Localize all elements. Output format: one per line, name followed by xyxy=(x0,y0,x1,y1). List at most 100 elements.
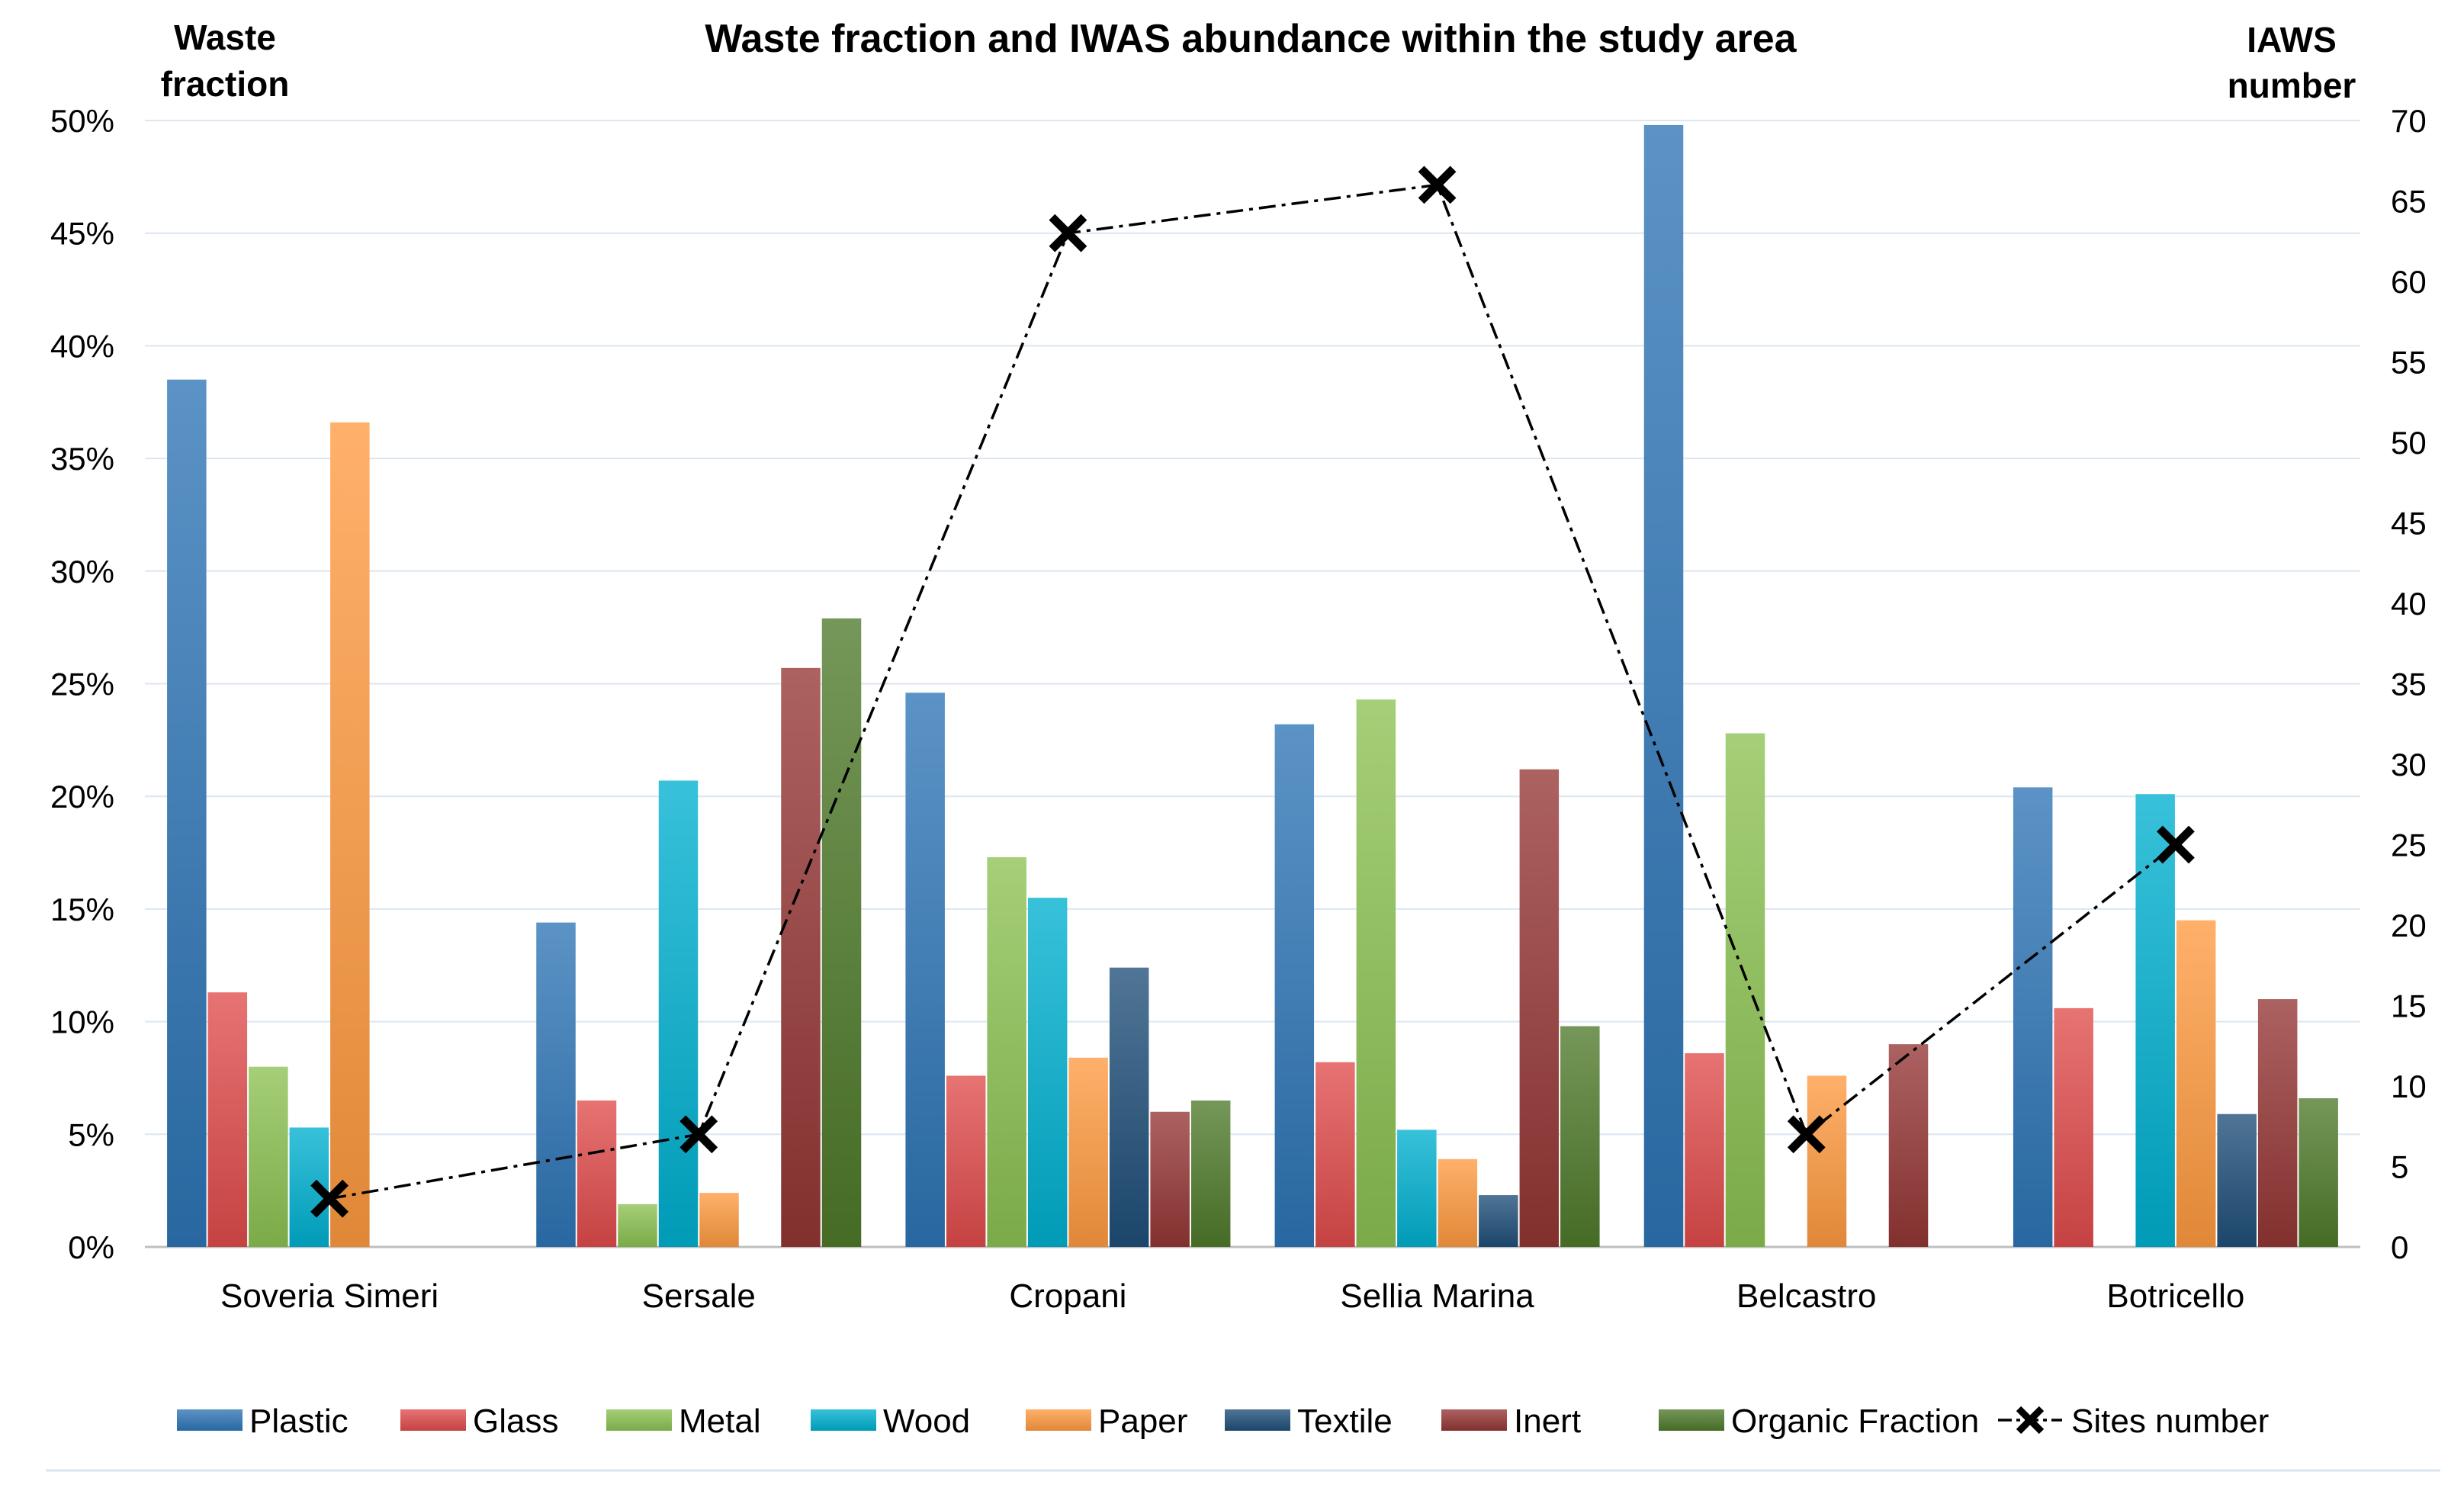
y-right-label-line-1: IAWS xyxy=(2247,20,2337,59)
legend-swatch xyxy=(177,1409,243,1431)
bar-textile xyxy=(1479,1195,1518,1247)
bar-paper xyxy=(1438,1158,1478,1247)
legend-label: Plastic xyxy=(249,1403,349,1440)
bar-paper xyxy=(1068,1057,1108,1247)
legend-label: Glass xyxy=(473,1403,558,1440)
y-right-tick-label: 50 xyxy=(2391,425,2427,461)
category-labels: Soveria Simeri Sersale Cropani Sellia Marin… xyxy=(220,1277,2244,1315)
y-right-tick-label: 70 xyxy=(2391,103,2427,139)
sites-number-line-path xyxy=(329,183,2176,1200)
bar-plastic xyxy=(1643,124,1684,1248)
legend-label: Sites number xyxy=(2071,1403,2269,1440)
bar-wood xyxy=(1027,898,1068,1247)
bar-plastic xyxy=(1274,724,1315,1247)
bar-inert xyxy=(1888,1044,1929,1247)
legend-label: Paper xyxy=(1098,1403,1187,1440)
bar-inert xyxy=(2257,999,2298,1247)
y-left-label-line-2: fraction xyxy=(161,64,290,104)
legend-swatch xyxy=(811,1409,876,1431)
y-right-tick-label: 15 xyxy=(2391,988,2427,1024)
bar-glass xyxy=(1685,1052,1724,1247)
y-right-tick-label: 5 xyxy=(2391,1149,2408,1185)
legend: Plastic Glass Metal Wood Paper Textile Inert Or… xyxy=(177,1403,2269,1440)
sites-number-marker xyxy=(679,1115,718,1154)
y-right-label-line-2: number xyxy=(2228,66,2356,105)
bar-paper xyxy=(2176,920,2216,1247)
bar-wood xyxy=(658,780,699,1247)
bar-glass xyxy=(2054,1007,2093,1247)
category-label: Soveria Simeri xyxy=(220,1277,439,1315)
legend-swatch xyxy=(1026,1409,1091,1431)
sites-number-marker xyxy=(1418,165,1457,204)
bar-inert xyxy=(1150,1111,1190,1247)
y-right-tick-label: 55 xyxy=(2391,345,2427,381)
bar-inert xyxy=(781,667,821,1247)
y-left-tick-label: 45% xyxy=(50,216,114,252)
bar-inert xyxy=(1519,769,1560,1247)
bar-wood xyxy=(1397,1129,1437,1247)
category-label: Belcastro xyxy=(1736,1277,1876,1315)
bar-glass xyxy=(577,1100,617,1247)
y-left-tick-label: 10% xyxy=(50,1004,114,1040)
bar-paper xyxy=(699,1193,739,1247)
bar-metal xyxy=(1356,699,1396,1247)
bar-paper xyxy=(1807,1075,1847,1247)
category-label: Sersale xyxy=(642,1277,756,1315)
legend-swatch xyxy=(400,1409,466,1431)
bar-glass xyxy=(1316,1062,1355,1247)
y-left-tick-label: 15% xyxy=(50,892,114,927)
legend-label: Wood xyxy=(883,1403,970,1440)
category-label: Cropani xyxy=(1009,1277,1126,1315)
bar-metal xyxy=(618,1203,657,1247)
bar-metal xyxy=(987,856,1026,1247)
y-left-tick-label: 30% xyxy=(50,554,114,590)
y-right-ticks: 0 5 10 15 20 25 30 35 40 45 50 55 60 65 70 xyxy=(2391,103,2427,1265)
y-left-ticks: 0% 5% 10% 15% 20% 25% 30% 35% 40% 45% 50% xyxy=(50,103,114,1265)
bar-organic-fraction xyxy=(821,618,862,1247)
legend-swatch xyxy=(1225,1409,1290,1431)
bar-metal xyxy=(1725,733,1765,1247)
y-right-tick-label: 10 xyxy=(2391,1068,2427,1104)
legend-swatch xyxy=(606,1409,672,1431)
legend-label: Textile xyxy=(1297,1403,1393,1440)
bar-organic-fraction xyxy=(2299,1098,2338,1247)
bar-plastic xyxy=(905,692,945,1247)
y-left-tick-label: 35% xyxy=(50,441,114,477)
y-left-tick-label: 5% xyxy=(68,1117,114,1152)
y-right-tick-label: 65 xyxy=(2391,184,2427,220)
sites-number-marker xyxy=(2157,825,2195,864)
sites-number-marker xyxy=(310,1179,349,1218)
y-right-tick-label: 60 xyxy=(2391,264,2427,300)
bar-wood xyxy=(2135,794,2175,1247)
legend-label: Metal xyxy=(679,1403,761,1440)
legend-label: Organic Fraction xyxy=(1731,1403,1979,1440)
legend-label: Inert xyxy=(1514,1403,1581,1440)
bar-textile xyxy=(1109,967,1149,1247)
bar-paper xyxy=(330,422,370,1248)
y-left-label-line-1: Waste xyxy=(174,18,276,57)
y-right-tick-label: 45 xyxy=(2391,506,2427,541)
bar-plastic xyxy=(536,922,576,1247)
sites-number-marker xyxy=(1787,1115,1826,1154)
y-right-tick-label: 25 xyxy=(2391,827,2427,863)
legend-swatch xyxy=(1659,1409,1724,1431)
sites-number-line xyxy=(310,165,2195,1218)
y-left-tick-label: 25% xyxy=(50,667,114,702)
category-label: Sellia Marina xyxy=(1340,1277,1534,1315)
bar-organic-fraction xyxy=(1560,1026,1600,1247)
y-left-tick-label: 40% xyxy=(50,328,114,364)
sites-number-marker xyxy=(1049,214,1087,252)
y-left-tick-label: 0% xyxy=(68,1229,114,1265)
legend-swatch xyxy=(1441,1409,1507,1431)
category-label: Botricello xyxy=(2106,1277,2244,1315)
chart-title: Waste fraction and IWAS abundance within… xyxy=(705,17,1797,61)
y-right-tick-label: 30 xyxy=(2391,747,2427,782)
bar-glass xyxy=(207,992,248,1247)
y-right-tick-label: 20 xyxy=(2391,908,2427,943)
bar-metal xyxy=(249,1066,288,1247)
bars xyxy=(167,124,2338,1248)
y-right-tick-label: 0 xyxy=(2391,1229,2408,1265)
bar-textile xyxy=(2217,1113,2257,1247)
y-right-tick-label: 40 xyxy=(2391,586,2427,622)
